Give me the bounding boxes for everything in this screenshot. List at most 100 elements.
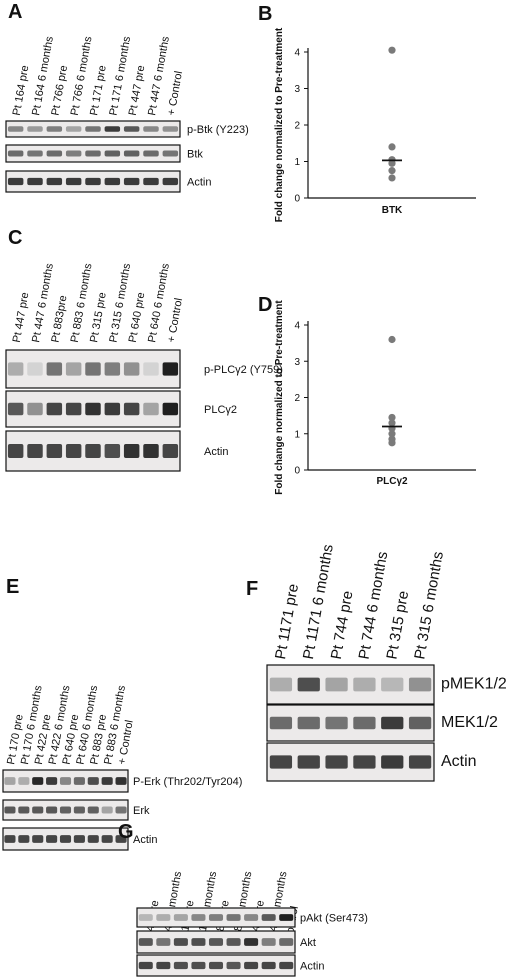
blot-band bbox=[27, 177, 43, 186]
lane-label: Pt 315 6 months bbox=[411, 550, 447, 661]
data-point bbox=[388, 167, 396, 175]
blot-band bbox=[244, 938, 259, 946]
blot-label: Actin bbox=[300, 961, 324, 973]
blot-strip: Btk bbox=[5, 144, 203, 163]
blot-band bbox=[18, 835, 30, 843]
lane-label: Pt 164 pre bbox=[11, 64, 32, 116]
lane-label: Pt 744 pre bbox=[328, 590, 357, 661]
blot-strip: Actin bbox=[5, 170, 211, 193]
blot-band bbox=[46, 150, 63, 157]
blot-band bbox=[27, 444, 43, 458]
blot-band bbox=[104, 126, 121, 132]
blot-band bbox=[27, 362, 43, 376]
blot-label: Akt bbox=[300, 937, 316, 949]
blot-label: Btk bbox=[187, 149, 203, 161]
blot-band bbox=[353, 755, 376, 769]
y-tick-label: 2 bbox=[294, 393, 300, 404]
blot-band bbox=[162, 444, 179, 458]
y-tick-label: 0 bbox=[294, 194, 300, 205]
blot-band bbox=[65, 150, 82, 157]
blot-band bbox=[279, 938, 294, 946]
y-tick-label: 3 bbox=[294, 84, 300, 95]
blot-band bbox=[101, 777, 113, 785]
lane-label: Pt 315 pre bbox=[88, 291, 109, 343]
lane-label: Pt 315 pre bbox=[383, 590, 412, 661]
blot-band bbox=[381, 716, 404, 730]
blot-band bbox=[101, 806, 113, 814]
blot-band bbox=[104, 177, 121, 186]
blot-band bbox=[27, 150, 43, 157]
blot-band bbox=[123, 402, 140, 416]
blot-band bbox=[269, 677, 293, 692]
blot-band bbox=[162, 126, 179, 132]
x-category-label: PLCγ2 bbox=[376, 476, 408, 487]
data-point bbox=[388, 174, 396, 182]
lane-label: + Control bbox=[165, 70, 185, 116]
blot-band bbox=[123, 126, 140, 132]
blot-band bbox=[162, 177, 179, 186]
blot-band bbox=[46, 806, 58, 814]
blot-label: pAkt (Ser473) bbox=[300, 913, 368, 925]
data-point bbox=[388, 439, 396, 447]
blot-band bbox=[408, 716, 432, 730]
y-tick-label: 3 bbox=[294, 357, 300, 368]
blot-frame bbox=[266, 742, 435, 782]
blot-band bbox=[4, 835, 16, 843]
blot-band bbox=[226, 914, 241, 921]
blot-label: Actin bbox=[187, 177, 211, 189]
blot-band bbox=[7, 402, 24, 416]
blot-strip: Actin bbox=[5, 430, 228, 472]
lane-label: Pt 766 pre bbox=[49, 64, 70, 116]
blot-band bbox=[32, 835, 44, 843]
blot-band bbox=[59, 835, 72, 843]
blot-strip: p-Btk (Y223) bbox=[5, 120, 249, 138]
blot-band bbox=[87, 777, 99, 785]
data-point bbox=[388, 413, 396, 422]
data-point bbox=[388, 430, 396, 438]
blot-band bbox=[87, 806, 99, 814]
blot-band bbox=[143, 402, 159, 416]
blot-band bbox=[191, 961, 206, 970]
blot-frame bbox=[266, 664, 435, 705]
blot-band bbox=[85, 402, 101, 416]
blot-label: P-Erk (Thr202/Tyr204) bbox=[133, 776, 242, 788]
blot-band bbox=[381, 755, 404, 769]
blot-band bbox=[46, 835, 58, 843]
blot-band bbox=[279, 961, 294, 970]
blot-band bbox=[143, 362, 159, 376]
blot-strip: Actin bbox=[266, 742, 477, 782]
y-axis-label: Fold change normalized to Pre-treatment bbox=[274, 27, 285, 222]
blot-band bbox=[85, 362, 101, 376]
blot-band bbox=[244, 914, 259, 921]
blot-band bbox=[73, 777, 85, 785]
blot-band bbox=[46, 126, 63, 132]
blot-band bbox=[269, 716, 293, 730]
data-point bbox=[388, 159, 396, 167]
blot-band bbox=[7, 177, 24, 186]
panel-label: C bbox=[8, 227, 22, 249]
blot-band bbox=[46, 402, 63, 416]
chart-b: B 0 1 2 3 4 Fold change normalized to Pre-trea… bbox=[258, 3, 476, 222]
panel-label: A bbox=[8, 1, 22, 23]
blot-band bbox=[353, 677, 376, 692]
blot-band bbox=[46, 362, 63, 376]
blot-band bbox=[123, 177, 140, 186]
blot-band bbox=[269, 755, 293, 769]
blot-band bbox=[46, 177, 63, 186]
y-tick-label: 1 bbox=[294, 157, 300, 168]
lane-label: Pt 883pre bbox=[49, 294, 69, 343]
blot-band bbox=[18, 806, 30, 814]
y-tick-label: 2 bbox=[294, 121, 300, 132]
y-tick-label: 0 bbox=[294, 466, 300, 477]
blot-band bbox=[59, 777, 72, 785]
blot-strip: Erk bbox=[2, 799, 150, 821]
blot-strip: pAkt (Ser473) bbox=[136, 907, 368, 928]
blot-band bbox=[162, 150, 179, 157]
blot-band bbox=[325, 677, 348, 692]
blot-band bbox=[408, 755, 432, 769]
blot-band bbox=[27, 402, 43, 416]
